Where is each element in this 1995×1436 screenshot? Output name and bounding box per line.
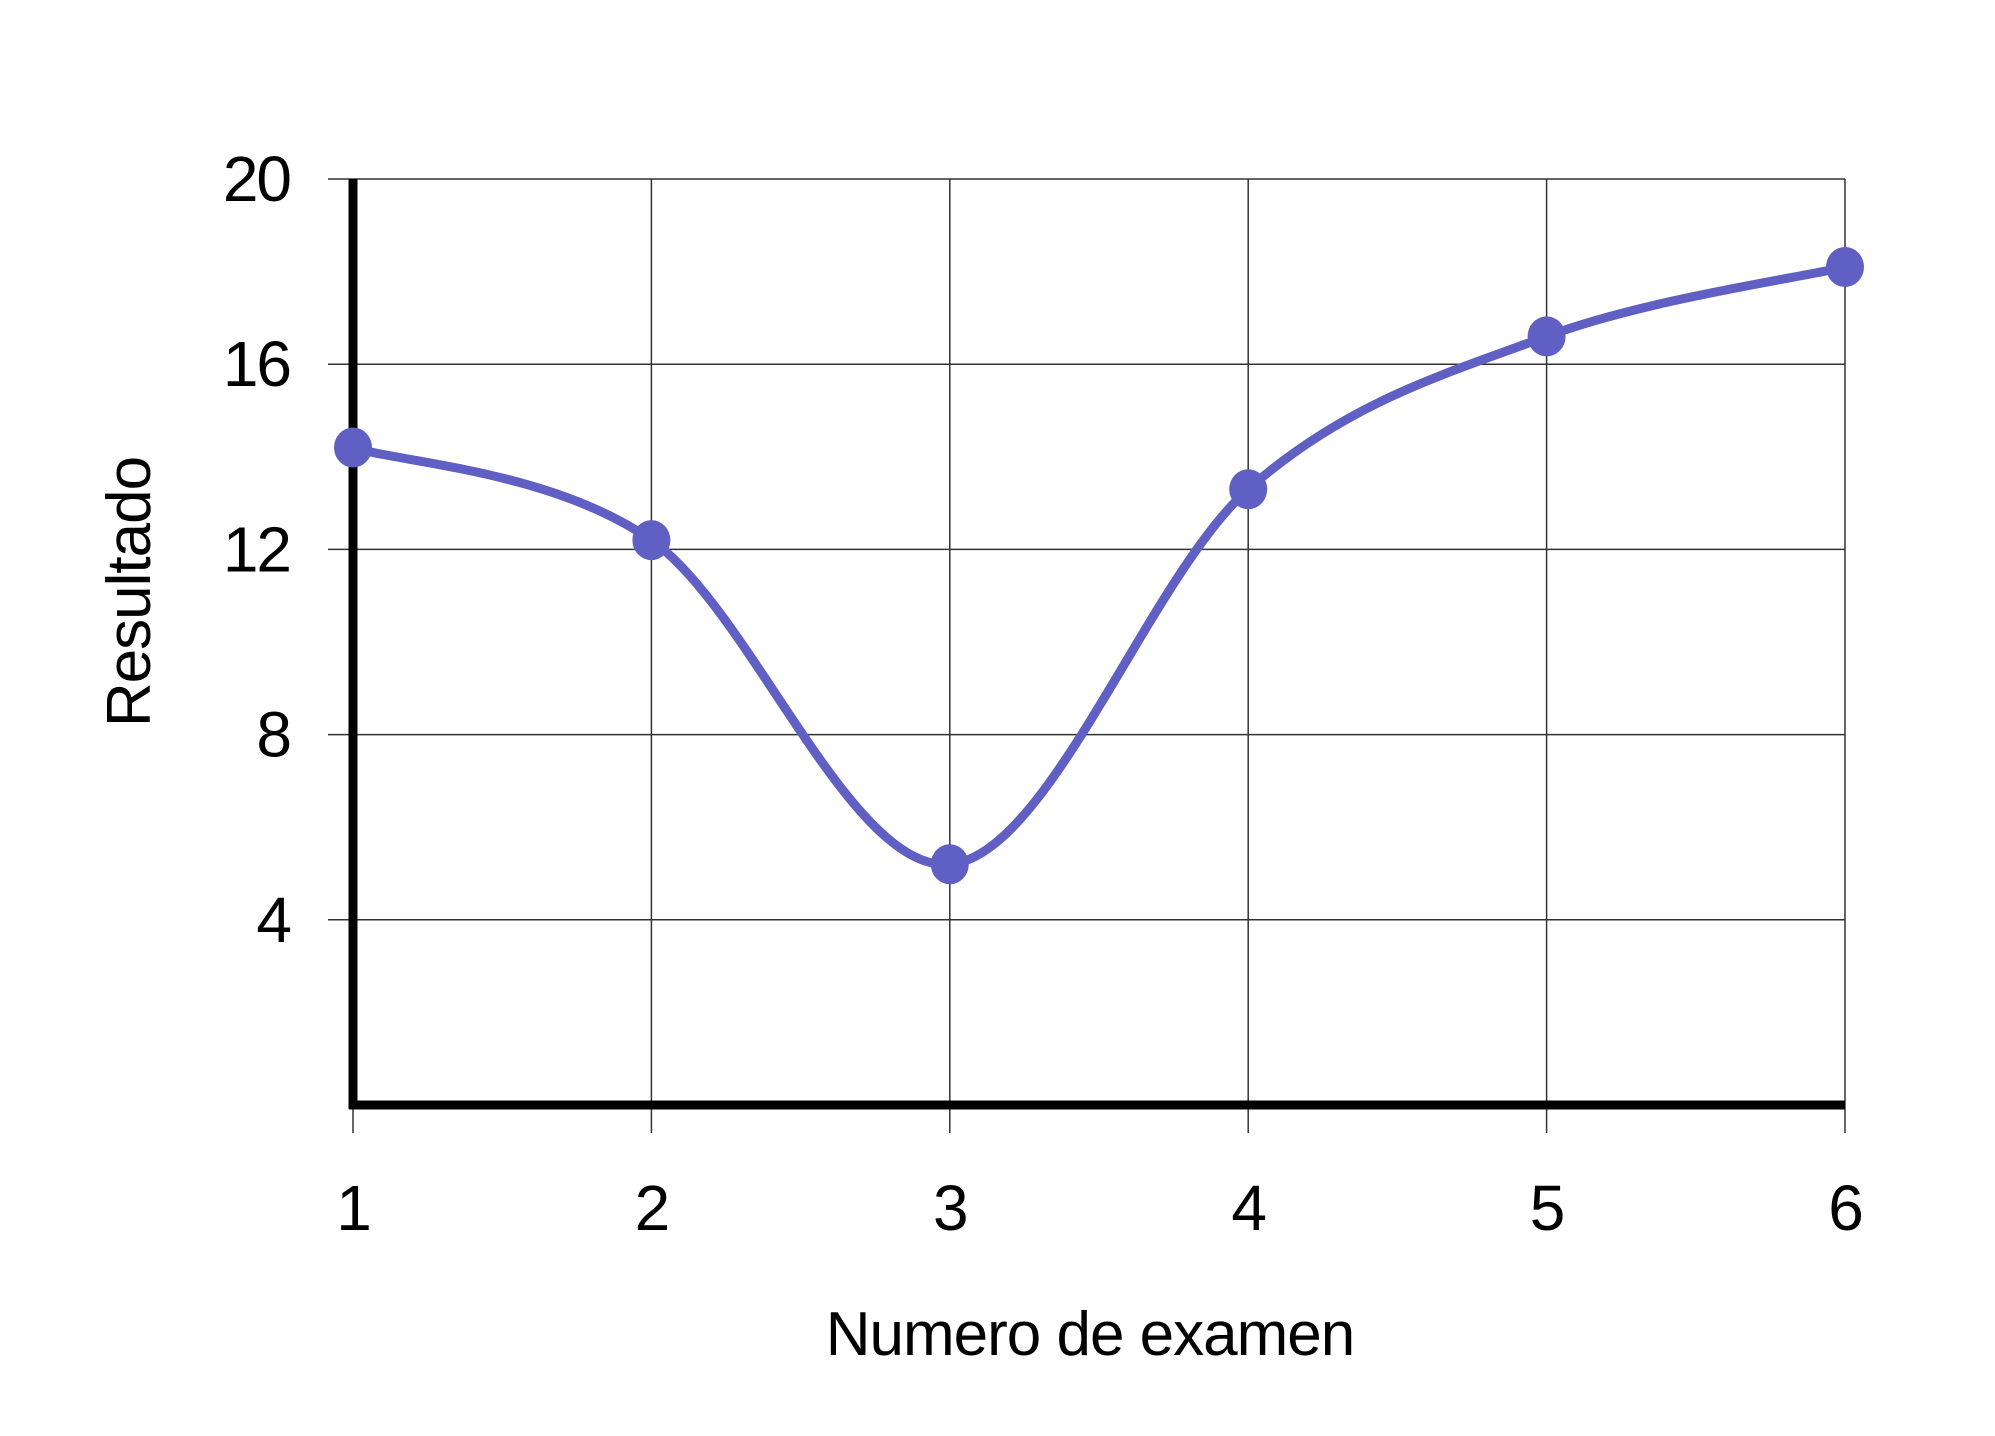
data-point bbox=[334, 427, 372, 468]
data-point bbox=[930, 844, 969, 885]
series-line bbox=[348, 262, 1850, 869]
y-tick-label: 4 bbox=[256, 884, 290, 956]
y-tick-label: 8 bbox=[256, 699, 290, 771]
data-point bbox=[1527, 316, 1566, 357]
x-tick-label: 2 bbox=[635, 1172, 669, 1244]
data-point bbox=[632, 520, 671, 561]
y-tick-label: 16 bbox=[223, 328, 290, 400]
x-axis-title: Numero de examen bbox=[826, 1300, 1355, 1369]
y-axis-title: Resultado bbox=[95, 457, 164, 727]
grid bbox=[328, 178, 1846, 1133]
y-tick-label: 20 bbox=[223, 143, 291, 215]
data-point bbox=[1826, 246, 1864, 287]
y-tick-label: 12 bbox=[223, 513, 290, 585]
x-tick-label: 5 bbox=[1530, 1172, 1564, 1244]
data-point bbox=[1229, 469, 1268, 510]
axes bbox=[348, 179, 1845, 1110]
x-tick-label: 4 bbox=[1231, 1172, 1265, 1244]
x-tick-label: 3 bbox=[933, 1172, 967, 1244]
x-tick-label: 1 bbox=[336, 1172, 370, 1244]
series bbox=[334, 246, 1864, 885]
x-tick-label: 6 bbox=[1828, 1172, 1862, 1244]
